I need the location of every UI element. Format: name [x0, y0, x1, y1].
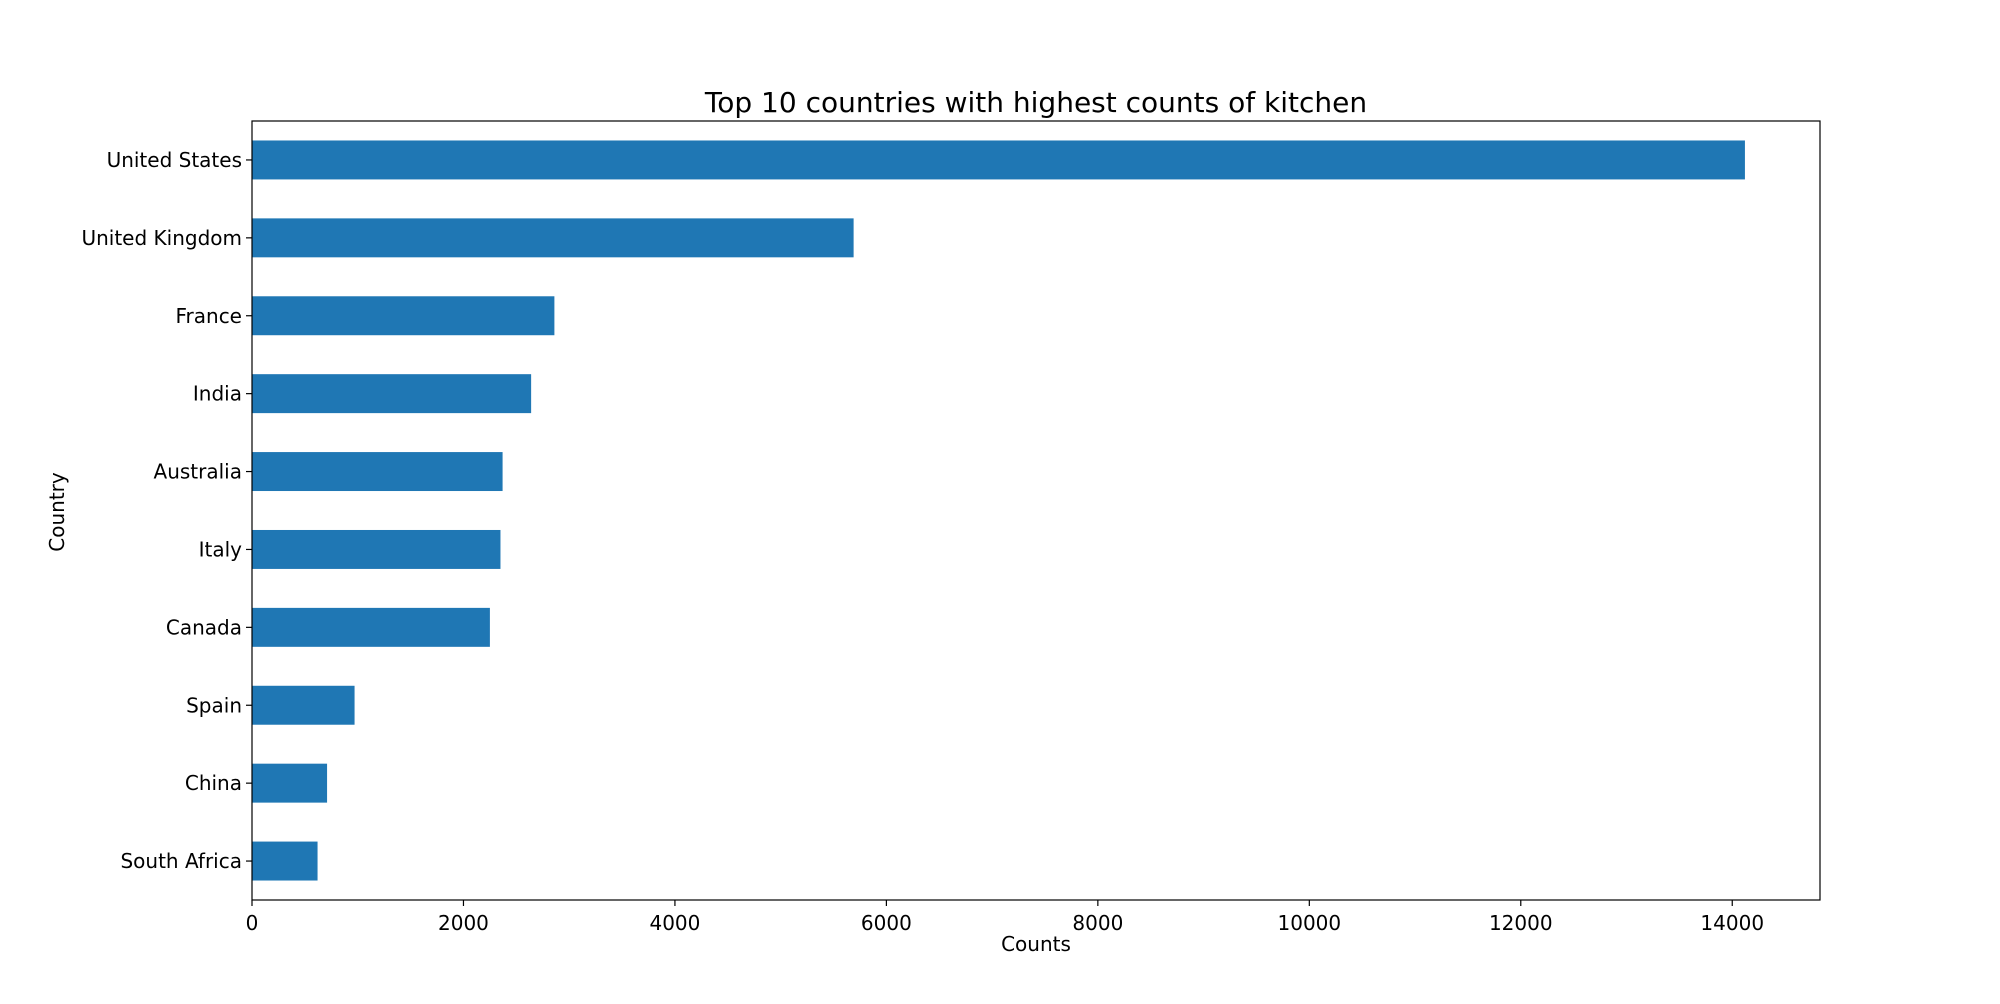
bar-india	[252, 374, 532, 414]
bar-spain	[252, 685, 355, 725]
y-tick-label: Italy	[199, 537, 243, 561]
plot-frame	[251, 120, 1821, 901]
x-tick-label: 4000	[649, 911, 700, 935]
chart-title: Top 10 countries with highest counts of …	[704, 86, 1367, 119]
y-tick-label: United States	[107, 148, 242, 172]
y-tick-label: China	[185, 771, 242, 795]
bar-south-africa	[252, 841, 318, 881]
bar-australia	[252, 452, 503, 492]
bar-china	[252, 763, 328, 803]
x-tick-label: 6000	[861, 911, 912, 935]
y-tick-label: South Africa	[120, 849, 242, 873]
x-axis: 0 2000 4000 6000 8000 10000 12000 14000	[246, 900, 1764, 935]
bar-canada	[252, 607, 490, 647]
y-tick-label: United Kingdom	[81, 226, 242, 250]
y-axis-label: Country	[45, 472, 69, 552]
y-tick-label: France	[175, 304, 242, 328]
x-tick-label: 12000	[1489, 911, 1553, 935]
y-tick-label: Australia	[154, 460, 242, 484]
bar-france	[252, 296, 555, 336]
bars-group	[252, 140, 1745, 881]
y-tick-label: Spain	[186, 693, 242, 717]
x-tick-label: 2000	[438, 911, 489, 935]
y-tick-label: Canada	[166, 615, 242, 639]
bar-united-states	[252, 140, 1745, 180]
x-axis-label: Counts	[1001, 932, 1071, 956]
x-tick-label: 14000	[1700, 911, 1764, 935]
x-tick-label: 10000	[1278, 911, 1342, 935]
x-tick-label: 8000	[1072, 911, 1123, 935]
bar-united-kingdom	[252, 218, 854, 258]
bar-italy	[252, 529, 501, 569]
y-axis: United States United Kingdom France India Au…	[81, 148, 252, 873]
x-tick-label: 0	[246, 911, 259, 935]
y-tick-label: India	[193, 382, 242, 406]
